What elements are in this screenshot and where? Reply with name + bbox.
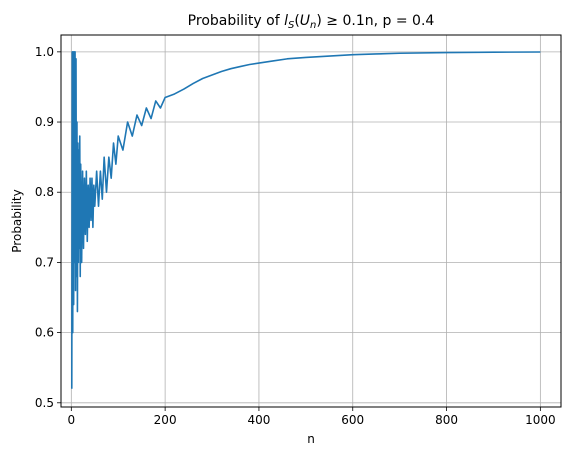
x-tick-label: 200 (154, 413, 177, 427)
y-tick-label: 0.9 (35, 115, 54, 129)
x-axis-label: n (307, 432, 315, 446)
x-tick-label: 600 (341, 413, 364, 427)
series-line-0 (70, 51, 541, 389)
plot-area-frame (60, 34, 562, 408)
x-tick-label: 800 (435, 413, 458, 427)
x-tick-label: 1000 (525, 413, 556, 427)
y-axis-ticks: 0.5 0.6 0.7 0.8 0.9 1.0 (35, 45, 61, 410)
grid-lines (61, 35, 561, 407)
x-axis-ticks: 0 200 400 600 800 1000 (67, 407, 556, 427)
y-tick-label: 0.6 (35, 326, 54, 340)
y-tick-label: 0.7 (35, 255, 54, 269)
y-tick-label: 0.5 (35, 396, 54, 410)
x-tick-label: 0 (67, 413, 75, 427)
y-tick-label: 0.8 (35, 185, 54, 199)
y-axis-label: Probability (10, 189, 24, 252)
y-tick-label: 1.0 (35, 45, 54, 59)
chart-title: Probability of lS(Un) ≥ 0.1n, p = 0.4 (188, 13, 435, 31)
x-tick-label: 400 (247, 413, 270, 427)
series-layer (70, 51, 541, 389)
